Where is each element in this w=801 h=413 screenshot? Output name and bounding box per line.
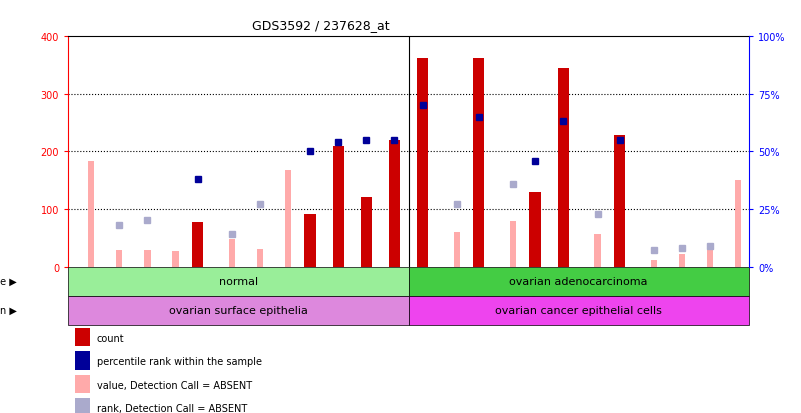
Bar bbox=[68, 267, 409, 296]
Bar bbox=[735, 181, 742, 267]
Bar bbox=[409, 267, 749, 296]
Bar bbox=[0, 412, 12, 413]
Text: ovarian cancer epithelial cells: ovarian cancer epithelial cells bbox=[495, 306, 662, 316]
Bar bbox=[510, 221, 517, 267]
Bar bbox=[417, 59, 429, 267]
Bar bbox=[473, 59, 485, 267]
Text: GDS3592 / 237628_at: GDS3592 / 237628_at bbox=[252, 19, 389, 31]
Text: percentile rank within the sample: percentile rank within the sample bbox=[97, 356, 262, 366]
Bar bbox=[75, 328, 90, 346]
Bar bbox=[360, 198, 372, 267]
Bar bbox=[88, 162, 95, 267]
Text: ovarian surface epithelia: ovarian surface epithelia bbox=[169, 306, 308, 316]
Bar bbox=[229, 240, 235, 267]
Bar bbox=[409, 296, 749, 325]
Text: ovarian adenocarcinoma: ovarian adenocarcinoma bbox=[509, 276, 648, 287]
Bar bbox=[388, 140, 400, 267]
Text: count: count bbox=[97, 333, 124, 343]
Bar bbox=[594, 234, 601, 267]
Bar bbox=[75, 398, 90, 413]
Bar bbox=[614, 136, 625, 267]
Bar bbox=[116, 251, 123, 267]
Text: disease state ▶: disease state ▶ bbox=[0, 276, 17, 287]
Bar bbox=[529, 192, 541, 267]
Bar bbox=[454, 233, 460, 267]
Bar bbox=[650, 261, 657, 267]
Bar bbox=[679, 254, 685, 267]
Bar bbox=[192, 222, 203, 267]
Bar bbox=[68, 296, 409, 325]
Text: value, Detection Call = ABSENT: value, Detection Call = ABSENT bbox=[97, 380, 252, 389]
Bar bbox=[332, 146, 344, 267]
Bar bbox=[557, 69, 569, 267]
Text: specimen ▶: specimen ▶ bbox=[0, 306, 17, 316]
Bar bbox=[285, 171, 292, 267]
Bar bbox=[172, 252, 179, 267]
Text: normal: normal bbox=[219, 276, 258, 287]
Text: rank, Detection Call = ABSENT: rank, Detection Call = ABSENT bbox=[97, 403, 247, 413]
Bar bbox=[707, 246, 713, 267]
Bar bbox=[75, 375, 90, 393]
Bar bbox=[75, 351, 90, 370]
Bar bbox=[304, 215, 316, 267]
Bar bbox=[144, 250, 151, 267]
Bar bbox=[257, 249, 263, 267]
